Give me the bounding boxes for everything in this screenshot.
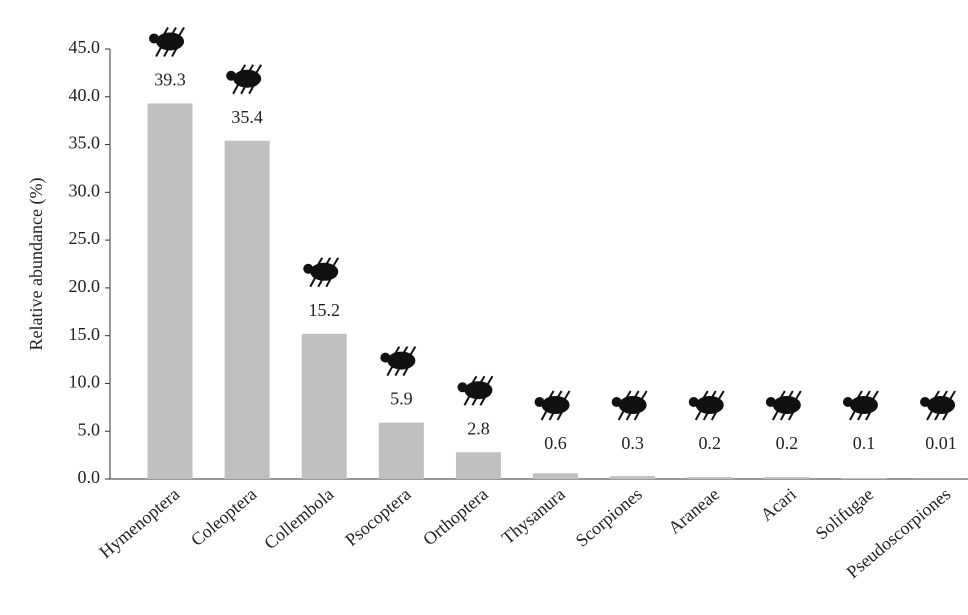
insect-leg xyxy=(542,409,548,420)
insect-head xyxy=(766,397,776,407)
value-label: 0.2 xyxy=(776,433,799,453)
bar xyxy=(687,477,732,479)
bar xyxy=(456,452,501,479)
x-tick-label: Orthoptera xyxy=(419,484,492,549)
y-tick-label: 35.0 xyxy=(69,133,101,153)
x-tick-label: Psocoptera xyxy=(341,484,414,550)
insect-leg xyxy=(850,409,856,420)
y-axis-label: Relative abundance (%) xyxy=(26,178,47,351)
value-label: 0.6 xyxy=(544,433,567,453)
bar xyxy=(764,477,809,479)
insect-head xyxy=(226,71,236,81)
insect-head xyxy=(303,264,313,274)
x-tick-label: Collembola xyxy=(260,484,337,553)
insect-leg xyxy=(927,409,933,420)
y-tick-label: 40.0 xyxy=(69,85,101,105)
insect-icon xyxy=(380,347,415,376)
bar xyxy=(610,476,655,479)
insect-head xyxy=(689,397,699,407)
x-tick-label: Araneae xyxy=(664,484,723,538)
insect-leg xyxy=(387,365,393,376)
insect-icon xyxy=(226,65,261,94)
y-tick-label: 20.0 xyxy=(69,276,101,296)
insect-icon xyxy=(766,391,801,420)
x-tick-label: Thysanura xyxy=(498,484,569,548)
x-tick-label: Scorpiones xyxy=(572,484,646,551)
y-tick-label: 0.0 xyxy=(78,467,101,487)
insect-icon xyxy=(920,391,955,420)
bar xyxy=(379,423,424,479)
x-tick-label: Coleoptera xyxy=(187,484,260,550)
y-tick-label: 10.0 xyxy=(69,372,101,392)
value-label: 15.2 xyxy=(309,300,341,320)
bar xyxy=(302,334,347,479)
value-label: 0.1 xyxy=(853,433,876,453)
y-tick-label: 45.0 xyxy=(69,37,101,57)
insect-leg xyxy=(619,409,625,420)
insect-icon xyxy=(535,391,570,420)
value-label: 5.9 xyxy=(390,389,413,409)
insect-head xyxy=(612,397,622,407)
bar xyxy=(841,478,886,479)
y-tick-label: 30.0 xyxy=(69,180,101,200)
insect-head xyxy=(535,397,545,407)
value-label: 39.3 xyxy=(154,70,186,90)
x-tick-label: Hymenoptera xyxy=(95,484,183,562)
insect-leg xyxy=(233,83,239,94)
insect-icon xyxy=(149,27,184,56)
insect-head xyxy=(920,397,930,407)
insect-head xyxy=(843,397,853,407)
insect-icon xyxy=(612,391,647,420)
y-tick-label: 5.0 xyxy=(78,419,101,439)
bar xyxy=(225,141,270,479)
y-tick-label: 25.0 xyxy=(69,228,101,248)
insect-leg xyxy=(310,276,316,287)
insect-icon xyxy=(689,391,724,420)
value-label: 2.8 xyxy=(467,418,490,438)
value-label: 0.3 xyxy=(621,433,644,453)
bar xyxy=(148,103,193,479)
insect-leg xyxy=(156,45,162,56)
bar xyxy=(533,473,578,479)
value-label: 0.2 xyxy=(699,433,722,453)
insect-head xyxy=(380,353,390,363)
insect-icon xyxy=(843,391,878,420)
insect-head xyxy=(457,382,467,392)
insect-leg xyxy=(696,409,702,420)
chart: Relative abundance (%) 0.0 5.0 10.0 15.0 20.… xyxy=(0,0,968,615)
value-label: 35.4 xyxy=(231,107,263,127)
insect-icon xyxy=(303,258,338,287)
x-tick-label: Acari xyxy=(757,484,800,525)
value-label: 0.01 xyxy=(925,433,957,453)
y-tick-label: 15.0 xyxy=(69,324,101,344)
insect-head xyxy=(149,33,159,43)
insect-icon xyxy=(457,376,492,405)
insect-leg xyxy=(773,409,779,420)
insect-leg xyxy=(464,394,470,405)
x-tick-label: Solifugae xyxy=(811,484,877,544)
